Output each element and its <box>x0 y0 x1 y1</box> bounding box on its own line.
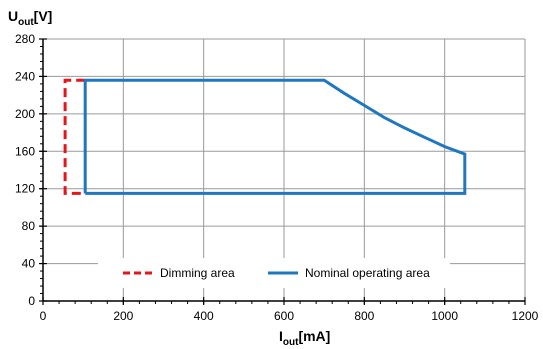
series-layer <box>63 78 467 195</box>
x-axis-title-main: I <box>279 328 283 344</box>
y-tick-label-240: 240 <box>15 69 35 83</box>
x-tick-label-1000: 1000 <box>431 309 458 323</box>
x-axis-title: Iout[mA] <box>279 328 330 348</box>
y-tick-label-280: 280 <box>15 32 35 46</box>
axes <box>39 38 526 305</box>
y-axis-title-unit: [V] <box>34 8 53 24</box>
x-tick-label-0: 0 <box>40 309 47 323</box>
y-tick-label-160: 160 <box>15 144 35 158</box>
x-tick-label-400: 400 <box>194 309 214 323</box>
tick-labels: 0 200 400 600 800 1000 1200 0 40 80 120 160 200 240 28… <box>15 32 539 323</box>
grid <box>43 38 526 301</box>
y-axis-title: Uout[V] <box>8 8 52 28</box>
legend-label-dimming-area: Dimming area <box>160 266 235 280</box>
y-axis-title-main: U <box>8 8 18 24</box>
y-tick-label-0: 0 <box>28 294 35 308</box>
legend: Dimming area Nominal operating area <box>98 258 450 288</box>
legend-label-nominal-operating-area: Nominal operating area <box>305 266 430 280</box>
series-line-dimming-area <box>63 78 86 195</box>
x-axis-title-sub: out <box>283 337 299 348</box>
y-tick-label-80: 80 <box>22 219 36 233</box>
x-tick-label-800: 800 <box>354 309 374 323</box>
series-line-nominal-operating-area <box>83 78 467 195</box>
y-tick-label-200: 200 <box>15 107 35 121</box>
x-tick-label-200: 200 <box>113 309 133 323</box>
x-tick-label-600: 600 <box>274 309 294 323</box>
y-tick-label-120: 120 <box>15 182 35 196</box>
x-axis-title-unit: [mA] <box>298 328 330 344</box>
y-axis-title-sub: out <box>18 17 34 28</box>
x-tick-label-1200: 1200 <box>512 309 539 323</box>
y-tick-label-40: 40 <box>22 257 36 271</box>
